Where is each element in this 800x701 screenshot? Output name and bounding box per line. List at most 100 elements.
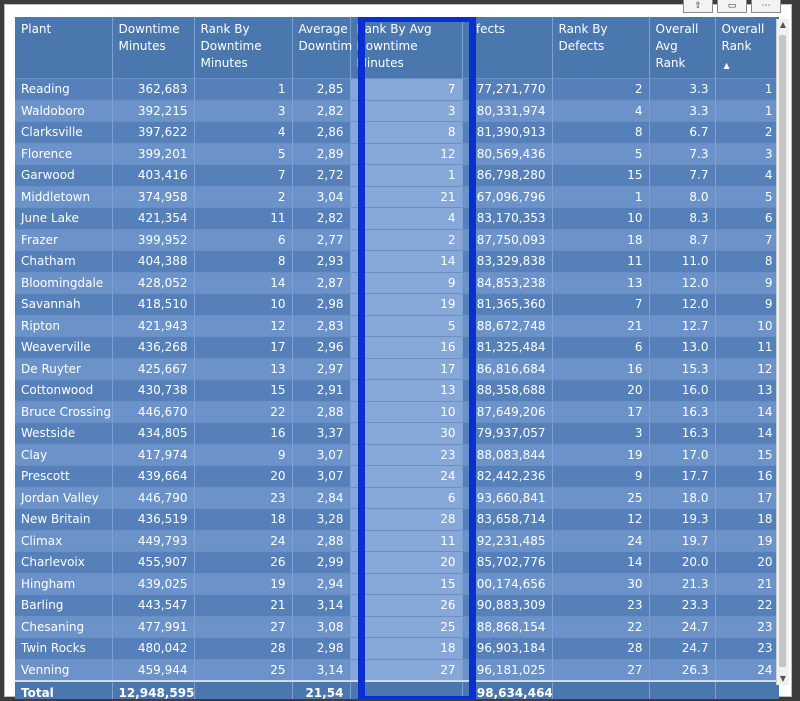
table-row[interactable]: Bruce Crossing 446,670 22 2,88 10 87,649,206 1… (15, 400, 779, 423)
table-row[interactable]: New Britain 436,519 18 3,28 28 83,658,714 12 19… (15, 508, 779, 530)
cell-plant: De Ruyter (15, 357, 113, 380)
table-row[interactable]: Westside 434,805 16 3,37 30 79,937,057 3 16.3 14 (15, 422, 779, 444)
table-row[interactable]: Twin Rocks 480,042 28 2,98 18 96,903,184 28 24.… (15, 637, 779, 659)
column-header-or[interactable]: Overall Rank ▲ (715, 17, 779, 79)
cell-or: 9 (715, 293, 779, 315)
total-cell-or (715, 679, 779, 699)
cell-rdt: 12 (194, 314, 293, 337)
cell-avg: 2,85 (292, 78, 351, 100)
table-row[interactable]: June Lake 421,354 11 2,82 4 83,170,353 10 8.3 6 (15, 207, 779, 229)
cell-ravg: 16 (350, 336, 463, 358)
table-row[interactable]: Venning 459,944 25 3,14 27 96,181,025 27 26.3 24 (15, 658, 779, 681)
column-header-avg[interactable]: Average Downtim (292, 17, 352, 79)
cell-oar: 8.3 (649, 207, 716, 229)
cell-oar: 20.0 (649, 551, 716, 573)
cell-ravg: 20 (350, 551, 463, 573)
cell-avg: 2,82 (292, 99, 351, 122)
cell-or: 5 (715, 185, 779, 208)
cell-dt: 434,805 (112, 422, 195, 444)
table-row[interactable]: Hingham 439,025 19 2,94 15 100,174,656 30 21.3 2… (15, 572, 779, 595)
column-header-rdef[interactable]: Rank By Defects (552, 17, 650, 79)
cell-plant: Florence (15, 142, 113, 165)
cell-plant: Frazer (15, 228, 113, 251)
total-cell-avg: 21,54 (292, 679, 351, 699)
table-row[interactable]: Jordan Valley 446,790 23 2,84 6 93,660,841 25 1… (15, 486, 779, 509)
cell-dt: 421,354 (112, 207, 195, 229)
cell-rdt: 17 (194, 336, 293, 358)
table-row[interactable]: Ripton 421,943 12 2,83 5 88,672,748 21 12.7 10 (15, 314, 779, 337)
table-row[interactable]: Frazer 399,952 6 2,77 2 87,750,093 18 8.7 7 (15, 228, 779, 251)
column-header-oar[interactable]: Overall Avg Rank (649, 17, 716, 79)
cell-plant: Middletown (15, 185, 113, 208)
column-header-plant[interactable]: Plant (15, 17, 113, 79)
cell-rdef: 2 (552, 78, 650, 100)
table-row[interactable]: Florence 399,201 5 2,89 12 80,569,436 5 7.3 3 (15, 142, 779, 165)
cell-avg: 2,94 (292, 572, 351, 595)
cell-dt: 480,042 (112, 637, 195, 659)
table-row[interactable]: De Ruyter 425,667 13 2,97 17 86,816,684 16 15.3… (15, 357, 779, 380)
table-row[interactable]: Chesaning 477,991 27 3,08 25 88,868,154 22 24.7… (15, 615, 779, 638)
cell-dt: 446,670 (112, 400, 195, 423)
cell-ravg: 6 (350, 486, 463, 509)
cell-dt: 399,952 (112, 228, 195, 251)
cell-ravg: 10 (350, 400, 463, 423)
cell-rdt: 5 (194, 142, 293, 165)
table-row[interactable]: Waldoboro 392,215 3 2,82 3 80,331,974 4 3.3 1 (15, 99, 779, 122)
cell-or: 19 (715, 529, 779, 552)
scrollbar-thumb[interactable] (779, 35, 786, 667)
cell-ravg: 15 (350, 572, 463, 595)
table-row[interactable]: Reading 362,683 1 2,85 7 77,271,770 2 3.3 1 (15, 78, 779, 100)
cell-rdt: 21 (194, 594, 293, 616)
table-row[interactable]: Clay 417,974 9 3,07 23 88,083,844 19 17.0 15 (15, 443, 779, 466)
table-row[interactable]: Charlevoix 455,907 26 2,99 20 85,702,776 14 20.… (15, 551, 779, 573)
table-row[interactable]: Barling 443,547 21 3,14 26 90,883,309 23 23.3 22 (15, 594, 779, 616)
cell-oar: 19.7 (649, 529, 716, 552)
table-body: Reading 362,683 1 2,85 7 77,271,770 2 3.3 1 Waldo… (15, 78, 779, 681)
cell-dt: 459,944 (112, 658, 195, 681)
cell-rdef: 20 (552, 379, 650, 401)
table-row[interactable]: Clarksville 397,622 4 2,86 8 81,390,913 8 6.7 2 (15, 121, 779, 143)
table-row[interactable]: Bloomingdale 428,052 14 2,87 9 84,853,238 13 12… (15, 271, 779, 294)
visual-header-buttons: ⇧ ▭ ⋯ (683, 0, 781, 13)
cell-ravg: 19 (350, 293, 463, 315)
visual-container: ⇧ ▭ ⋯ Plant Downtime Minutes Rank By Downt… (4, 0, 792, 699)
more-options-icon[interactable]: ⋯ (751, 0, 781, 13)
table-row[interactable]: Climax 449,793 24 2,88 11 92,231,485 24 19.7 19 (15, 529, 779, 552)
vertical-scrollbar[interactable]: ▲ ▼ (776, 19, 789, 685)
scroll-down-icon[interactable]: ▼ (779, 674, 787, 683)
cell-rdt: 14 (194, 271, 293, 294)
column-header-def[interactable]: efects (462, 17, 553, 79)
cell-def: 85,702,776 (462, 551, 553, 573)
cell-dt: 425,667 (112, 357, 195, 380)
cell-oar: 13.0 (649, 336, 716, 358)
cell-or: 9 (715, 271, 779, 294)
table-row[interactable]: Weaverville 436,268 17 2,96 16 81,325,484 6 13.… (15, 336, 779, 358)
cell-or: 4 (715, 164, 779, 186)
table-row[interactable]: Garwood 403,416 7 2,72 1 86,798,280 15 7.7 4 (15, 164, 779, 186)
cell-rdt: 25 (194, 658, 293, 681)
cell-avg: 2,99 (292, 551, 351, 573)
column-header-ravg[interactable]: Rank By Avg Downtime Minutes (350, 17, 463, 79)
column-header-rdt[interactable]: Rank By Downtime Minutes (194, 17, 293, 79)
table-row[interactable]: Chatham 404,388 8 2,93 14 83,329,838 11 11.0 8 (15, 250, 779, 272)
table-row[interactable]: Prescott 439,664 20 3,07 24 82,442,236 9 17.7 16 (15, 465, 779, 487)
cell-rdt: 27 (194, 615, 293, 638)
cell-dt: 428,052 (112, 271, 195, 294)
cell-rdt: 15 (194, 379, 293, 401)
column-header-label: Plant (21, 22, 52, 36)
cell-rdt: 20 (194, 465, 293, 487)
column-header-dt[interactable]: Downtime Minutes (112, 17, 195, 79)
cell-rdt: 3 (194, 99, 293, 122)
cell-avg: 2,88 (292, 400, 351, 423)
cell-def: 79,937,057 (462, 422, 553, 444)
scroll-up-icon[interactable]: ▲ (779, 20, 787, 29)
table-row[interactable]: Cottonwood 430,738 15 2,91 13 88,358,688 20 16.… (15, 379, 779, 401)
table-row[interactable]: Savannah 418,510 10 2,98 19 81,365,360 7 12.0 9 (15, 293, 779, 315)
cell-ravg: 30 (350, 422, 463, 444)
table-row[interactable]: Middletown 374,958 2 3,04 21 67,096,796 1 8.0 5 (15, 185, 779, 208)
focus-mode-icon[interactable]: ▭ (717, 0, 747, 13)
cell-ravg: 18 (350, 637, 463, 659)
cell-def: 83,329,838 (462, 250, 553, 272)
cell-oar: 3.3 (649, 99, 716, 122)
filter-icon[interactable]: ⇧ (683, 0, 713, 13)
